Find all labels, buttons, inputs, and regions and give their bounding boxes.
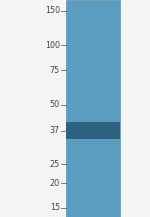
Text: 25: 25 xyxy=(50,160,60,169)
Bar xyxy=(66,0,120,217)
Text: 150: 150 xyxy=(45,6,60,15)
Text: 100: 100 xyxy=(45,41,60,50)
Text: 15: 15 xyxy=(50,204,60,212)
Text: 50: 50 xyxy=(50,100,60,109)
Text: 37: 37 xyxy=(50,126,60,135)
Text: 75: 75 xyxy=(50,66,60,75)
Text: 20: 20 xyxy=(50,179,60,188)
